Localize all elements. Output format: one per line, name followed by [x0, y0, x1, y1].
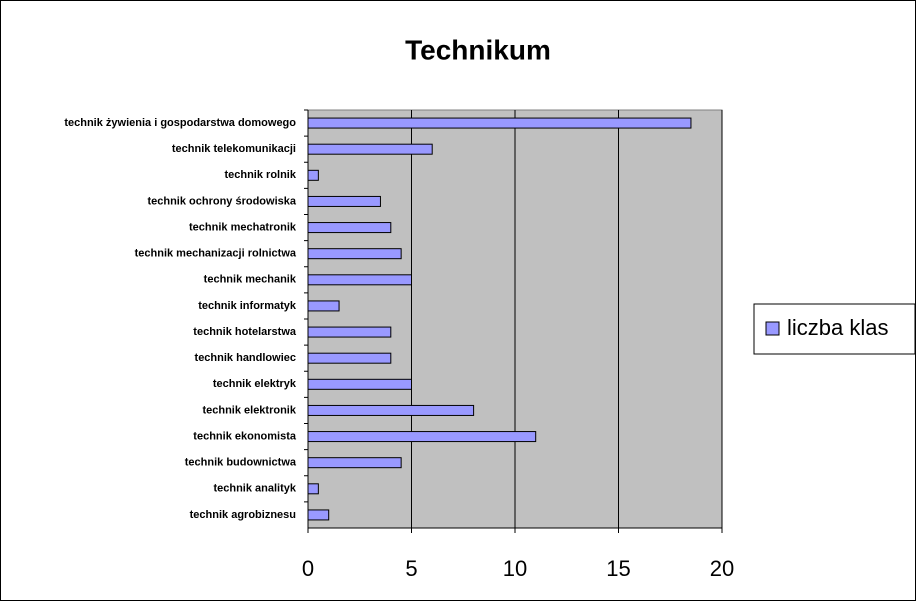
bar	[307, 404, 475, 416]
bar	[307, 117, 692, 129]
x-tick-label: 15	[606, 556, 630, 581]
y-tick-label: technik ochrony środowiska	[147, 195, 296, 207]
bar	[307, 222, 392, 234]
chart-title: Technikum	[405, 34, 551, 65]
x-tick-label: 5	[405, 556, 417, 581]
x-tick-label: 0	[302, 556, 314, 581]
y-tick-label: technik ekonomista	[193, 430, 297, 442]
bar	[307, 143, 433, 155]
bar	[307, 326, 392, 338]
bar	[307, 300, 340, 312]
bar	[307, 274, 412, 286]
y-tick-label: technik mechatronik	[189, 221, 297, 233]
y-tick-label: technik mechanizacji rolnictwa	[135, 248, 297, 260]
y-tick-label: technik informatyk	[198, 300, 297, 312]
bar	[307, 431, 537, 443]
bar	[307, 457, 402, 469]
y-tick-label: technik elektryk	[213, 378, 297, 390]
x-tick-label: 10	[503, 556, 527, 581]
bar	[307, 195, 381, 207]
y-tick-label: technik agrobiznesu	[190, 509, 296, 521]
bar	[307, 483, 319, 495]
x-tick-label: 20	[710, 556, 734, 581]
y-tick-label: technik mechanik	[204, 274, 297, 286]
bar	[307, 169, 319, 181]
y-tick-label: technik handlowiec	[195, 352, 296, 364]
legend-box	[753, 303, 916, 355]
y-tick-label: technik elektronik	[202, 404, 296, 416]
y-tick-label: technik analityk	[213, 483, 296, 495]
bar	[307, 248, 402, 260]
y-tick-label: technik hotelarstwa	[193, 326, 297, 338]
bar	[307, 352, 392, 364]
y-tick-label: technik telekomunikacji	[172, 143, 296, 155]
bar	[307, 378, 412, 390]
y-tick-label: technik żywienia i gospodarstwa domowego	[64, 117, 296, 129]
y-tick-label: technik rolnik	[224, 169, 296, 181]
y-tick-label: technik budownictwa	[185, 457, 297, 469]
legend-label: liczba klas	[787, 315, 888, 340]
legend-swatch	[765, 321, 780, 336]
bar	[307, 509, 330, 521]
